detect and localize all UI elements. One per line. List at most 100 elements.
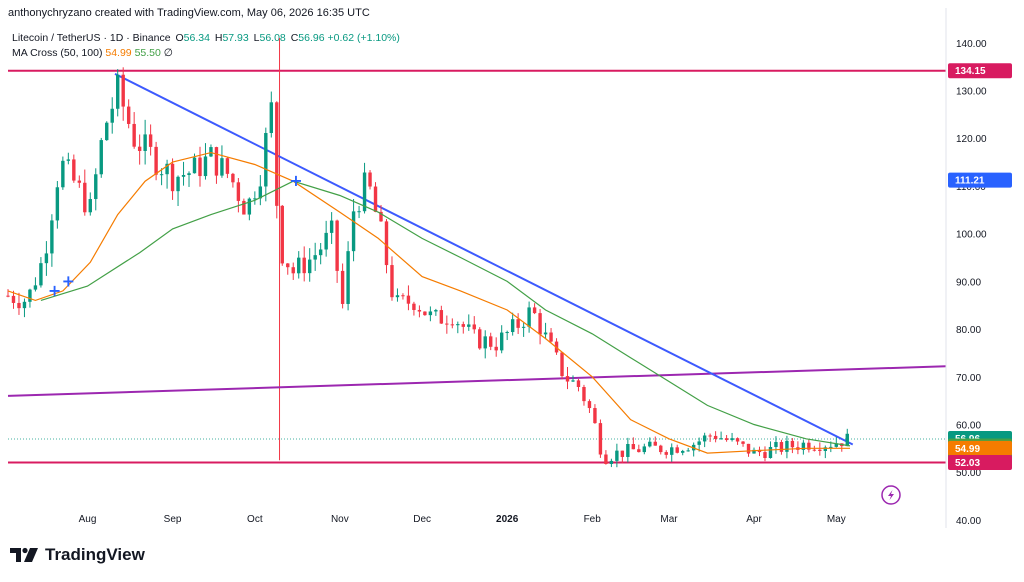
candle-body bbox=[439, 310, 444, 324]
candle-body bbox=[450, 324, 455, 326]
candle-body bbox=[154, 146, 158, 175]
candle-body bbox=[768, 446, 773, 459]
candle-body bbox=[801, 442, 806, 450]
candle-body bbox=[72, 159, 76, 181]
x-tick-label: Mar bbox=[660, 514, 678, 525]
candle-body bbox=[834, 443, 838, 447]
candle-body bbox=[373, 186, 378, 212]
candle-body bbox=[6, 295, 10, 297]
candle-body bbox=[521, 326, 526, 328]
candle-body bbox=[499, 332, 504, 351]
ma-slow-line bbox=[40, 180, 851, 447]
price-tag-label: 54.99 bbox=[955, 444, 980, 455]
candle-body bbox=[467, 324, 471, 327]
candle-body bbox=[532, 307, 537, 314]
candle-body bbox=[664, 452, 668, 455]
candle-body bbox=[395, 295, 400, 298]
candle-body bbox=[368, 172, 372, 187]
candle-body bbox=[203, 156, 208, 177]
price-tag bbox=[948, 454, 1012, 470]
candle-body bbox=[560, 352, 564, 377]
candle-body bbox=[746, 443, 751, 454]
candle-body bbox=[329, 220, 334, 233]
alert-icon[interactable] bbox=[881, 485, 901, 505]
candle-body bbox=[434, 310, 438, 312]
candle-body bbox=[565, 376, 570, 382]
candle-body bbox=[790, 440, 795, 448]
candle-body bbox=[110, 108, 114, 123]
candle-body bbox=[626, 444, 630, 457]
x-tick-label: Oct bbox=[247, 514, 263, 525]
candle-body bbox=[582, 386, 586, 402]
candle-body bbox=[549, 332, 553, 342]
close-value: 56.96 bbox=[298, 32, 325, 44]
candle-body bbox=[28, 289, 32, 302]
candle-body bbox=[126, 106, 131, 124]
candle-body bbox=[456, 324, 460, 326]
ma-cross-marker: + bbox=[289, 171, 302, 190]
candle-body bbox=[675, 447, 679, 453]
candle-body bbox=[735, 438, 740, 442]
candle-body bbox=[236, 182, 241, 201]
candle-body bbox=[44, 253, 49, 264]
candle-body bbox=[719, 438, 723, 440]
candle-body bbox=[286, 263, 290, 268]
candle-body bbox=[642, 446, 647, 453]
candle-body bbox=[384, 221, 389, 266]
candle-body bbox=[351, 211, 356, 252]
y-tick-label: 70.00 bbox=[956, 373, 981, 384]
candle-body bbox=[307, 259, 312, 274]
candle-body bbox=[615, 450, 619, 461]
candle-body bbox=[587, 401, 592, 409]
ma-slow-value: 55.50 bbox=[134, 47, 161, 59]
candle-body bbox=[527, 307, 531, 327]
tradingview-logo-icon bbox=[10, 547, 38, 562]
candle-body bbox=[593, 408, 597, 424]
candle-body bbox=[505, 332, 509, 334]
price-tag-label: 52.03 bbox=[955, 458, 980, 469]
candle-body bbox=[275, 102, 279, 206]
y-tick-label: 50.00 bbox=[956, 468, 981, 479]
indicator-source-icon[interactable]: ∅ bbox=[163, 47, 173, 59]
candle-body bbox=[105, 122, 109, 141]
candle-body bbox=[176, 176, 180, 192]
candle-body bbox=[807, 442, 811, 450]
high-label: H bbox=[214, 32, 223, 44]
ma-fast-line bbox=[7, 151, 850, 454]
candle-body bbox=[258, 186, 263, 199]
candle-body bbox=[33, 285, 38, 290]
indicator-legend[interactable]: MA Cross (50, 100) 54.99 55.50 ∅ bbox=[12, 47, 173, 59]
price-tag-label: 134.15 bbox=[955, 66, 986, 77]
symbol-legend[interactable]: Litecoin / TetherUS · 1D · Binance O56.3… bbox=[12, 32, 400, 44]
candle-body bbox=[192, 157, 197, 174]
candle-body bbox=[489, 336, 493, 347]
candle-body bbox=[763, 452, 767, 459]
candle-body bbox=[143, 134, 147, 151]
price-tag-label: 111.21 bbox=[955, 176, 985, 187]
tradingview-logo[interactable]: TradingView bbox=[10, 545, 145, 565]
candle-body bbox=[604, 454, 608, 464]
candle-body bbox=[99, 140, 103, 175]
candle-body bbox=[423, 311, 427, 316]
candle-body bbox=[445, 323, 449, 325]
candle-body bbox=[620, 450, 625, 457]
candle-body bbox=[412, 303, 416, 310]
candle-body bbox=[774, 442, 778, 447]
ma-cross-marker: + bbox=[48, 281, 61, 300]
candle-body bbox=[66, 159, 71, 161]
y-tick-label: 140.00 bbox=[956, 39, 987, 50]
ma-fast-value: 54.99 bbox=[105, 47, 132, 59]
candle-body bbox=[340, 270, 345, 304]
candle-body bbox=[88, 199, 92, 213]
candle-body bbox=[543, 332, 548, 335]
candle-body bbox=[22, 301, 27, 309]
candle-body bbox=[94, 174, 98, 200]
candle-body bbox=[401, 295, 405, 297]
candle-body bbox=[264, 132, 268, 187]
candle-body bbox=[713, 435, 718, 439]
x-tick-label: Nov bbox=[331, 514, 349, 525]
candle-body bbox=[242, 200, 246, 215]
candle-body bbox=[483, 336, 487, 349]
candle-body bbox=[148, 134, 153, 147]
